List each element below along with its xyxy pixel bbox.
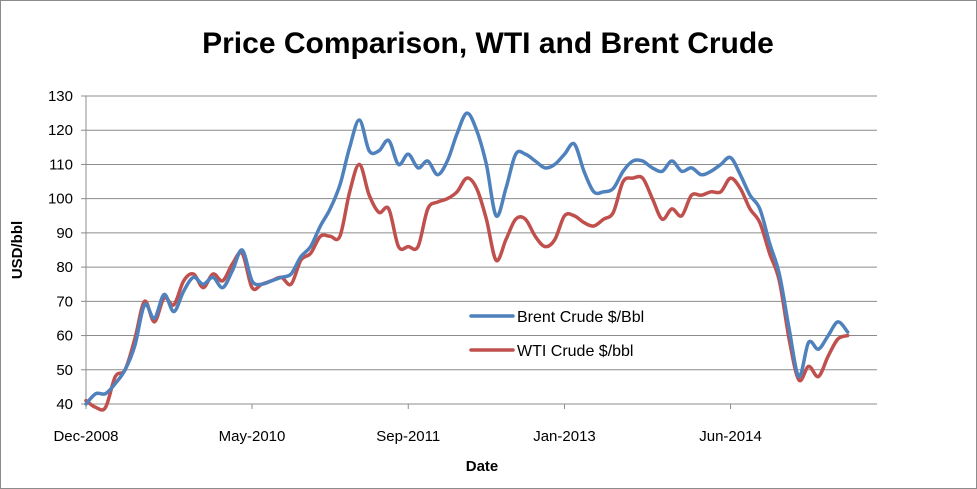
series-line-brent — [84, 111, 850, 406]
series-line-wti — [84, 162, 850, 412]
y-tick-label: 120 — [48, 122, 73, 139]
y-tick-label: 70 — [56, 293, 73, 310]
y-tick-label: 50 — [56, 362, 73, 379]
y-tick-label: 130 — [48, 88, 73, 105]
x-tick-label: Jan-2013 — [533, 428, 596, 445]
x-tick-label: Sep-2011 — [376, 428, 440, 445]
legend-label: Brent Crude $/Bbl — [517, 309, 644, 326]
chart-title: Price Comparison, WTI and Brent Crude — [202, 27, 774, 60]
y-tick-label: 40 — [56, 396, 73, 413]
x-axis-title: Date — [466, 458, 499, 475]
y-axis-ticks: 40 50 60 70 80 90 100 110 120 130 — [48, 88, 86, 413]
grid-lines — [86, 95, 877, 371]
axes — [85, 96, 877, 405]
legend-label: WTI Crude $/bbl — [517, 343, 633, 360]
series-group — [84, 111, 850, 412]
x-tick-label: Dec-2008 — [53, 428, 118, 445]
y-tick-label: 110 — [49, 156, 73, 173]
y-tick-label: 60 — [56, 328, 73, 345]
y-tick-label: 80 — [56, 259, 73, 276]
legend: Brent Crude $/Bbl WTI Crude $/bbl — [469, 309, 644, 360]
y-tick-label: 90 — [56, 225, 73, 242]
x-tick-label: May-2010 — [219, 428, 286, 445]
y-tick-label: 100 — [48, 191, 73, 208]
y-axis-title: USD/bbl — [9, 221, 26, 279]
x-axis-ticks: Dec-2008 May-2010 Sep-2011 Jan-2013 Jun-2014 — [53, 404, 762, 445]
x-tick-label: Jun-2014 — [699, 428, 762, 445]
